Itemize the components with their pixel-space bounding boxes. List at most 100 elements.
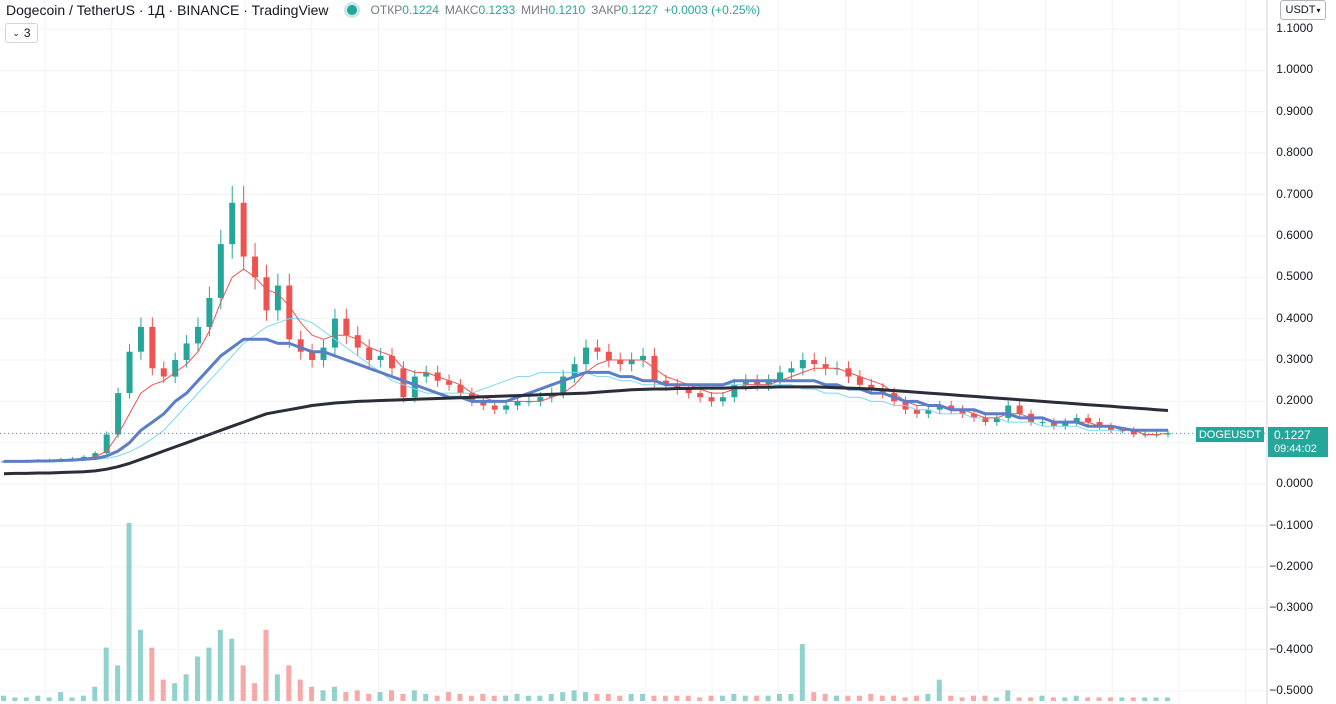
volume-bar bbox=[240, 665, 246, 701]
candle-body bbox=[126, 351, 133, 394]
high-value: 0.1233 bbox=[478, 3, 516, 17]
volume-bar bbox=[58, 692, 64, 701]
candle-body bbox=[685, 388, 692, 394]
volume-bar bbox=[217, 629, 223, 701]
volume-bar bbox=[172, 683, 178, 701]
candle-body bbox=[674, 384, 681, 389]
volume-bar bbox=[674, 695, 680, 701]
price-axis-tick: 0.2000 bbox=[1276, 393, 1313, 408]
bar-countdown: 09:44:02 bbox=[1274, 443, 1317, 455]
candle-body bbox=[594, 347, 601, 352]
candle-body bbox=[868, 384, 875, 389]
volume-bar bbox=[1005, 690, 1011, 701]
volume-bar bbox=[1153, 697, 1159, 701]
candle-body bbox=[503, 405, 510, 410]
volume-bar bbox=[925, 693, 931, 701]
candle-body bbox=[959, 409, 966, 414]
candle-body bbox=[1119, 430, 1126, 432]
last-price-tag: 0.1227 09:44:02 bbox=[1268, 427, 1328, 457]
volume-bar bbox=[628, 693, 634, 701]
candle-body bbox=[457, 384, 464, 394]
volume-bar bbox=[571, 690, 577, 701]
price-axis-tick: 1.1000 bbox=[1276, 21, 1313, 35]
candle-body bbox=[948, 405, 955, 410]
volume-bar bbox=[537, 695, 543, 701]
price-axis-tick: 0.4000 bbox=[1276, 310, 1313, 325]
price-axis-tick: −0.5000 bbox=[1269, 683, 1313, 697]
candle-body bbox=[331, 318, 338, 348]
volume-bar bbox=[434, 695, 440, 701]
candle-body bbox=[856, 376, 863, 385]
candle-body bbox=[297, 339, 304, 352]
candle-body bbox=[1016, 405, 1023, 414]
candle-body bbox=[560, 376, 567, 394]
candle-body bbox=[1165, 433, 1171, 435]
volume-bar bbox=[651, 695, 657, 701]
currency-selector[interactable]: USDT ▾ bbox=[1280, 0, 1326, 20]
volume-bar bbox=[1016, 697, 1022, 701]
candle-body bbox=[993, 417, 1000, 423]
candle-body bbox=[183, 343, 190, 360]
candle-body bbox=[1073, 417, 1080, 423]
candle-body bbox=[514, 401, 521, 406]
volume-bar bbox=[46, 697, 52, 701]
volume-bar bbox=[480, 693, 486, 701]
volume-bar bbox=[92, 686, 98, 701]
symbol-title[interactable]: Dogecoin / TetherUS · 1Д · BINANCE · Tra… bbox=[6, 2, 329, 18]
market-status-icon[interactable] bbox=[346, 5, 357, 15]
ohlc-values: ОТКР0.1224 МАКС0.1233 МИН0.1210 ЗАКР0.12… bbox=[371, 3, 761, 17]
candle-body bbox=[640, 355, 647, 360]
candle-body bbox=[206, 297, 213, 327]
candle-body bbox=[252, 256, 259, 278]
candle-body bbox=[195, 326, 201, 344]
candle-body bbox=[411, 376, 418, 398]
candle-body bbox=[149, 326, 156, 369]
volume-bar bbox=[1028, 697, 1034, 701]
volume-bar bbox=[366, 693, 372, 701]
candle-body bbox=[172, 360, 179, 377]
price-axis-tick: 0.8000 bbox=[1276, 145, 1313, 160]
candle-body bbox=[377, 355, 384, 360]
volume-bar bbox=[503, 695, 509, 701]
volume-bar bbox=[913, 695, 919, 701]
volume-bar bbox=[354, 690, 360, 701]
candle-body bbox=[982, 417, 989, 423]
ma-mid-line bbox=[4, 337, 1168, 463]
volume-bar bbox=[1096, 697, 1102, 701]
volume-bar bbox=[971, 695, 976, 701]
candle-body bbox=[777, 372, 783, 381]
volume-bar bbox=[959, 697, 965, 701]
candle-body bbox=[605, 351, 612, 360]
volume-bar bbox=[754, 695, 760, 701]
candle-body bbox=[366, 347, 373, 360]
volume-bar bbox=[320, 690, 326, 701]
indicators-toggle-button[interactable]: ⌄ 3 bbox=[5, 23, 38, 43]
volume-bar bbox=[309, 686, 315, 701]
volume-bar bbox=[35, 695, 41, 701]
candle-body bbox=[423, 372, 430, 377]
volume-bar bbox=[548, 693, 554, 701]
volume-bar bbox=[297, 679, 303, 701]
volume-bar bbox=[777, 693, 782, 701]
candle-body bbox=[617, 360, 624, 365]
volume-bar bbox=[685, 695, 691, 701]
candle-body bbox=[765, 380, 772, 385]
candle-body bbox=[708, 397, 715, 402]
volume-bar bbox=[423, 693, 429, 701]
volume-bars bbox=[1, 523, 1170, 701]
volume-bar bbox=[1165, 697, 1170, 701]
candle-body bbox=[274, 285, 281, 311]
candle-body bbox=[571, 364, 578, 377]
price-axis-tick: 0.0000 bbox=[1276, 476, 1313, 491]
volume-bar bbox=[115, 665, 121, 701]
chevron-down-icon: ⌄ bbox=[12, 27, 20, 38]
candle-body bbox=[320, 347, 327, 360]
candle-body bbox=[719, 397, 726, 402]
candle-body bbox=[115, 393, 122, 435]
volume-bar bbox=[457, 693, 463, 701]
candle-body bbox=[137, 326, 144, 352]
last-price: 0.1227 bbox=[1274, 428, 1311, 442]
candle-body bbox=[662, 380, 669, 385]
volume-bar bbox=[605, 693, 611, 701]
